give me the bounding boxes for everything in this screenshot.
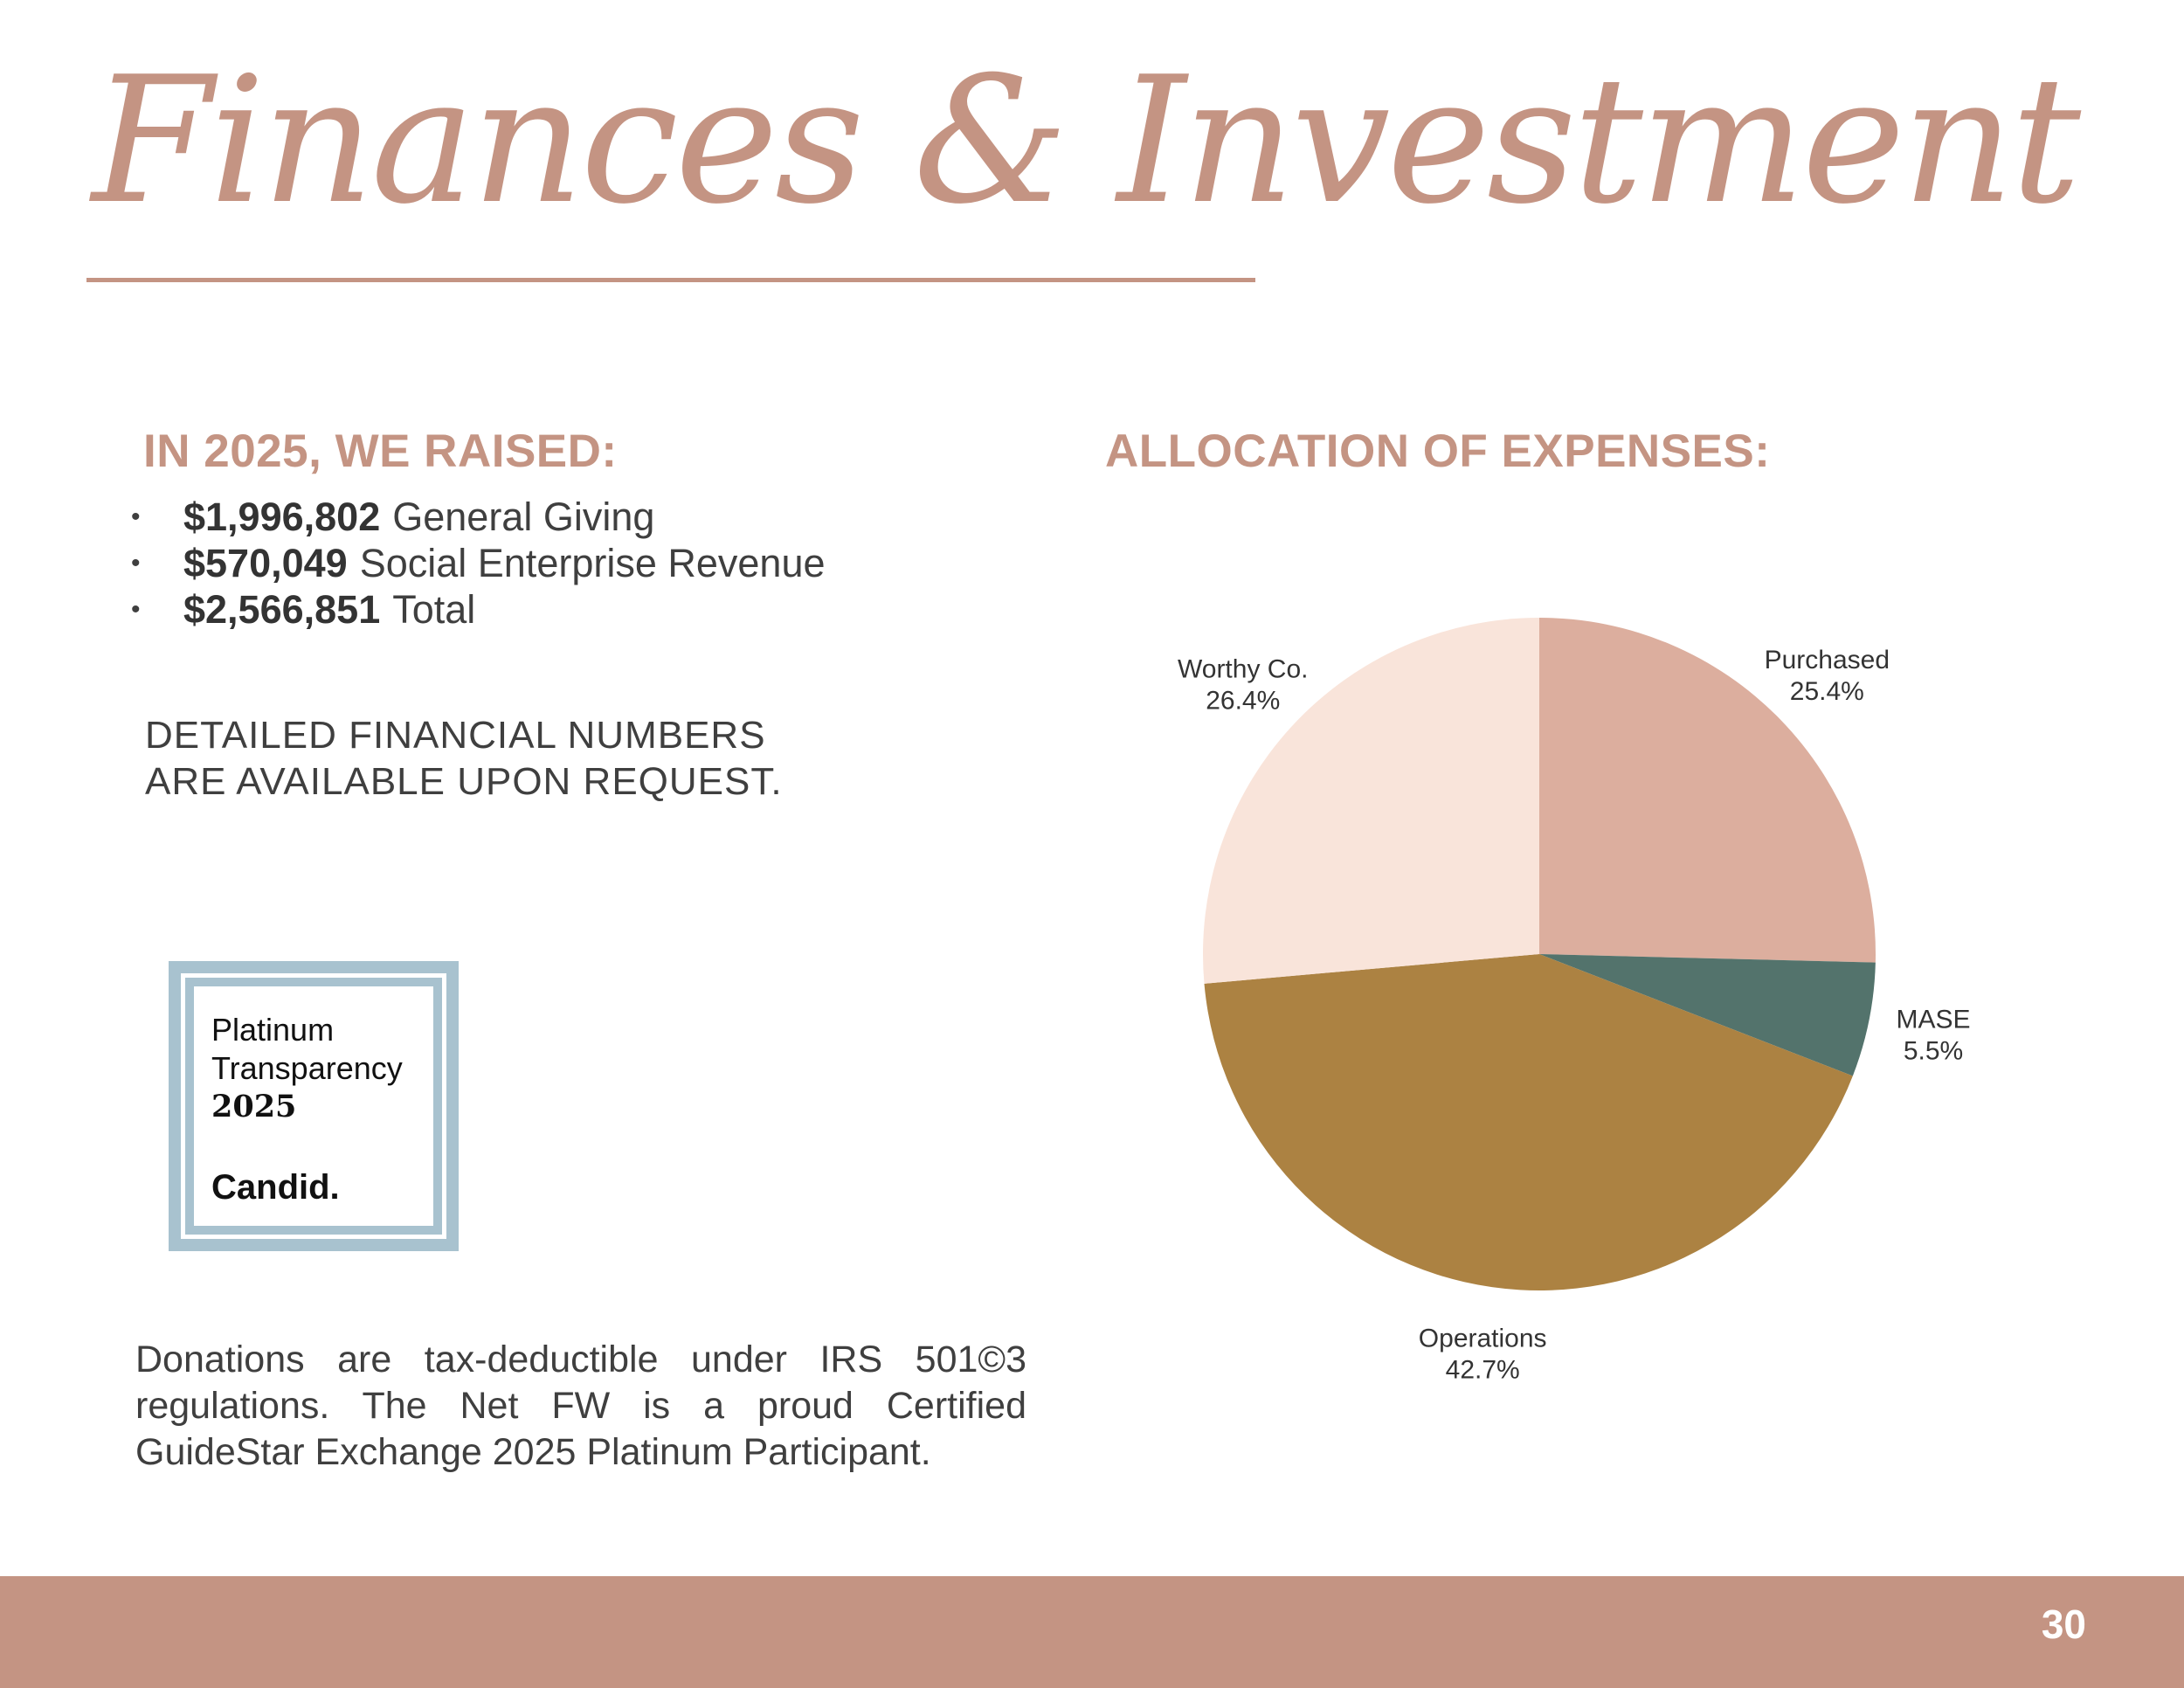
footer-band: 30 [0, 1576, 2184, 1688]
detail-note-line: DETAILED FINANCIAL NUMBERS [145, 714, 766, 757]
tax-note: Donations are tax-deductible under IRS 5… [135, 1339, 1026, 1473]
pie-label: Worthy Co. [1178, 654, 1309, 683]
seal-year: 2025 [211, 1089, 297, 1124]
detail-note-line: ARE AVAILABLE UPON REQUEST. [145, 760, 783, 803]
raised-amount: $1,996,802 [183, 495, 381, 539]
title-underline [86, 278, 1255, 282]
pie-slices [1203, 618, 1876, 1290]
raised-label: Total [392, 587, 476, 632]
pie-value-label: 26.4% [1206, 686, 1280, 715]
raised-amount: $2,566,851 [183, 587, 381, 632]
raised-list: • $1,996,802 General Giving • $570,049 S… [131, 494, 826, 633]
pie-slice-mase [1539, 954, 1876, 1076]
bullet-icon: • [131, 595, 141, 624]
allocation-heading: ALLOCATION OF EXPENSES: [1105, 425, 1771, 477]
pie-label: Operations [1419, 1324, 1547, 1352]
seal-content: Platinum Transparency 2025 Candid. [194, 986, 433, 1226]
page-number: 30 [2041, 1602, 2086, 1647]
raised-label: Social Enterprise Revenue [359, 541, 826, 585]
list-item: • $2,566,851 Total [131, 586, 826, 633]
pie-label: Purchased [1765, 646, 1890, 675]
bullet-icon: • [131, 502, 141, 531]
pie-label: MASE [1897, 1005, 1971, 1034]
seal-frame: Platinum Transparency 2025 Candid. [181, 973, 446, 1239]
raised-heading: IN 2025, WE RAISED: [143, 425, 618, 477]
raised-amount: $570,049 [183, 541, 348, 585]
pie-slice-worthy-co [1203, 618, 1539, 984]
raised-label: General Giving [392, 495, 655, 539]
page-title: Finances & Investment [92, 39, 2081, 243]
transparency-seal: Platinum Transparency 2025 Candid. [169, 961, 459, 1251]
list-item: • $570,049 Social Enterprise Revenue [131, 540, 826, 586]
pie-value-label: 25.4% [1790, 677, 1864, 706]
detail-note: DETAILED FINANCIAL NUMBERS ARE AVAILABLE… [145, 712, 783, 805]
pie-value-label: 5.5% [1904, 1036, 1963, 1065]
bullet-icon: • [131, 549, 141, 578]
seal-brand: Candid. [211, 1168, 340, 1207]
pie-slice-operations [1204, 954, 1853, 1290]
seal-line: Platinum [211, 1012, 335, 1048]
pie-slice-purchased [1539, 618, 1876, 963]
seal-line: Transparency [211, 1050, 403, 1086]
pie-value-label: 42.7% [1446, 1355, 1520, 1384]
list-item: • $1,996,802 General Giving [131, 494, 826, 540]
